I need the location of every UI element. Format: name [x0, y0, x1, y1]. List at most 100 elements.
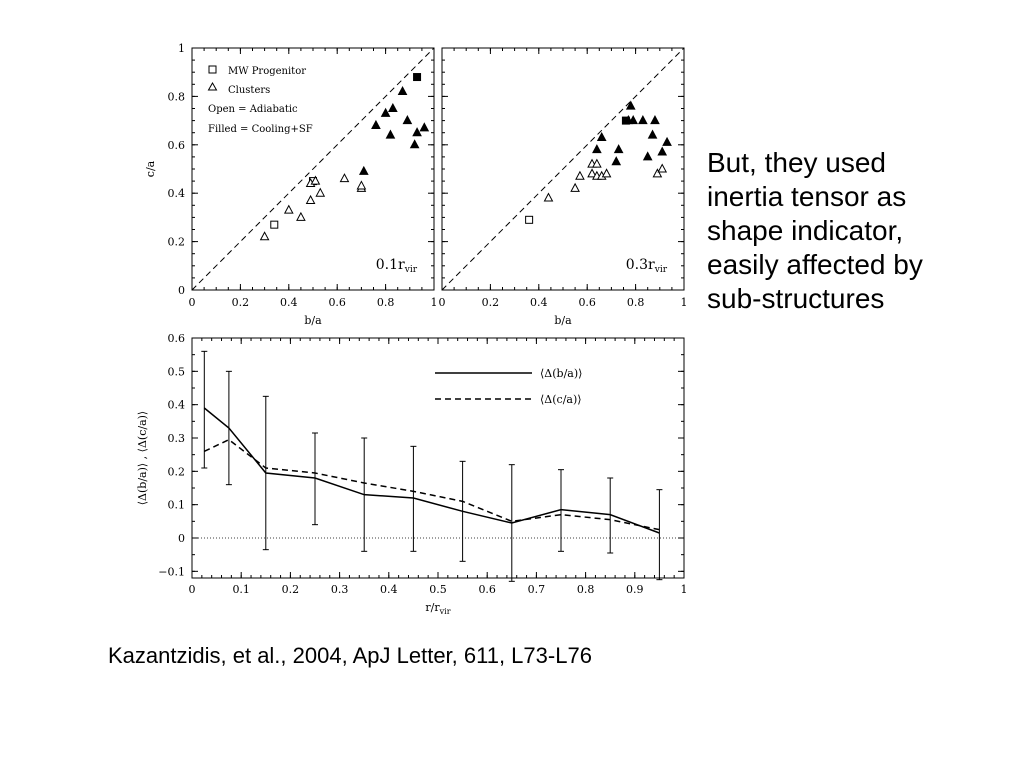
y-tick-label: 0: [178, 532, 185, 545]
triangle-marker: [575, 170, 585, 180]
x-tick-label: 0.2: [282, 583, 300, 596]
triangle-marker: [356, 180, 367, 190]
reference-diagonal: [191, 47, 435, 291]
x-tick-label: 1: [431, 296, 438, 309]
triangle-marker: [310, 175, 321, 185]
triangle-marker: [657, 163, 668, 173]
side-note-line: easily affected by: [707, 249, 923, 280]
side-note-line: But, they used: [707, 147, 887, 178]
reference-diagonal: [441, 47, 685, 291]
triangle-marker: [339, 173, 350, 183]
triangle-marker: [296, 211, 306, 221]
triangle-marker: [305, 194, 316, 204]
triangle-marker: [315, 187, 326, 197]
triangle-marker: [570, 182, 580, 192]
triangle-marker: [596, 131, 607, 142]
triangle-marker: [650, 115, 660, 125]
triangle-marker: [657, 146, 668, 156]
legend-square-icon: [208, 65, 217, 74]
triangle-marker: [642, 151, 653, 161]
citation: Kazantzidis, et al., 2004, ApJ Letter, 6…: [108, 643, 592, 668]
triangle-marker: [647, 129, 658, 139]
x-tick-label: 0.8: [377, 296, 395, 309]
side-note-line: inertia tensor as: [707, 181, 907, 212]
x-tick-label: 0.7: [528, 583, 546, 596]
legend-entry: ⟨Δ(b/a)⟩: [540, 367, 582, 380]
square-marker: [413, 73, 422, 82]
y-axis-label: c/a: [144, 160, 157, 177]
legend-entry: Clusters: [228, 85, 270, 96]
x-tick-label: 0.6: [478, 583, 496, 596]
triangle-marker: [412, 127, 422, 137]
triangle-marker: [371, 119, 381, 129]
triangle-marker: [388, 102, 398, 112]
legend-entry: MW Progenitor: [228, 66, 306, 77]
y-tick-label: 0.4: [168, 187, 186, 200]
x-tick-label: 1: [681, 296, 688, 309]
y-tick-label: 0.2: [168, 465, 186, 478]
y-tick-label: 0.5: [168, 365, 186, 378]
triangle-marker: [611, 156, 622, 166]
x-tick-label: 1: [681, 583, 688, 596]
triangle-marker: [358, 165, 369, 175]
triangle-marker: [592, 144, 602, 154]
triangle-marker: [652, 168, 663, 178]
triangle-marker: [638, 115, 648, 125]
y-tick-label: 0.6: [168, 332, 186, 345]
y-axis-label: ⟨Δ(b/a)⟩ , ⟨Δ(c/a)⟩: [136, 411, 149, 505]
series-line-ba: [203, 407, 660, 534]
triangle-marker: [397, 85, 408, 96]
x-tick-label: 0.6: [578, 296, 596, 309]
side-note-line: shape indicator,: [707, 215, 904, 246]
legend-entry: ⟨Δ(c/a)⟩: [540, 393, 582, 406]
y-tick-label: 0.8: [168, 90, 186, 103]
x-tick-label: 0.4: [280, 296, 298, 309]
triangle-marker: [662, 136, 672, 146]
triangle-marker: [587, 168, 597, 178]
y-tick-label: 0.1: [168, 499, 186, 512]
x-tick-label: 0.8: [577, 583, 595, 596]
triangle-marker: [259, 231, 270, 241]
square-marker: [270, 220, 279, 229]
x-tick-label: 0: [189, 296, 196, 309]
y-tick-label: 1: [178, 42, 185, 55]
triangle-marker: [419, 122, 430, 132]
x-tick-label: 0: [189, 583, 196, 596]
side-note-line: sub-structures: [707, 283, 885, 314]
series-line-ca: [203, 438, 660, 531]
y-tick-label: 0.6: [168, 139, 186, 152]
x-tick-label: 0.8: [627, 296, 645, 309]
legend-entry: Open = Adiabatic: [208, 104, 298, 115]
x-tick-label: 0.5: [429, 583, 447, 596]
panel-label: 0.1rvir: [376, 257, 418, 275]
x-tick-label: 0.6: [328, 296, 346, 309]
triangle-marker: [628, 115, 639, 125]
y-tick-label: 0.3: [168, 432, 186, 445]
triangle-marker: [625, 100, 636, 110]
x-tick-label: 0: [439, 296, 446, 309]
x-axis-label: b/a: [554, 314, 572, 327]
x-tick-label: 0.9: [626, 583, 644, 596]
x-tick-label: 0.4: [530, 296, 548, 309]
triangle-marker: [613, 144, 624, 154]
triangle-marker: [601, 168, 612, 178]
legend-triangle-icon: [207, 81, 218, 91]
x-axis-label: r/rvir: [425, 601, 450, 616]
triangle-marker: [385, 129, 396, 139]
side-note: But, they used inertia tensor as shape i…: [707, 146, 1007, 316]
triangle-marker: [592, 158, 602, 168]
triangle-marker: [409, 139, 420, 149]
panel-label: 0.3rvir: [626, 257, 668, 275]
square-marker: [525, 215, 534, 224]
y-tick-label: 0.4: [168, 399, 186, 412]
x-tick-label: 0.4: [380, 583, 398, 596]
y-tick-label: 0.2: [168, 236, 186, 249]
triangle-marker: [283, 204, 294, 214]
x-tick-label: 0.2: [482, 296, 500, 309]
x-tick-label: 0.3: [331, 583, 349, 596]
y-tick-label: 0: [178, 284, 185, 297]
triangle-marker: [402, 115, 413, 125]
x-tick-label: 0.2: [232, 296, 250, 309]
legend-entry: Filled = Cooling+SF: [208, 124, 313, 135]
